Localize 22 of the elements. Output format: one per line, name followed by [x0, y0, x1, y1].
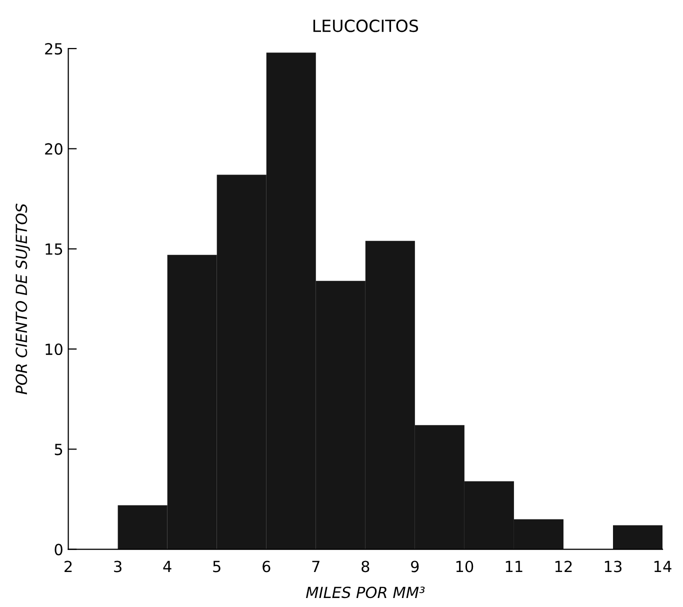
y-tick-label: 20 [45, 143, 62, 155]
x-tick-label: 14 [654, 560, 672, 572]
x-tick-label: 5 [213, 560, 220, 572]
x-tick-label: 10 [456, 560, 474, 572]
x-tick-label: 2 [64, 560, 72, 572]
x-tick-label: 4 [163, 560, 172, 572]
x-tick-label: 9 [411, 560, 419, 572]
y-tick-label: 0 [54, 544, 62, 556]
chart-title: LEUCOCITOS [313, 20, 418, 32]
y-tick-label: 5 [54, 444, 62, 456]
x-tick-label: 12 [555, 560, 572, 572]
x-tick-label: 3 [114, 560, 122, 572]
y-tick-label: 15 [46, 244, 62, 255]
y-axis-title: POR CIENTO DE SUJETOS [16, 204, 30, 394]
y-tick-label: 10 [46, 343, 62, 356]
x-tick-label: 13 [604, 560, 622, 572]
x-axis-title: MILES POR MM³ [306, 586, 425, 598]
x-tick-label: 7 [312, 560, 320, 572]
x-tick-label: 11 [506, 560, 522, 572]
y-tick-label: 25 [45, 43, 62, 55]
x-tick-label: 8 [362, 560, 370, 572]
x-tick-label: 6 [262, 560, 270, 572]
